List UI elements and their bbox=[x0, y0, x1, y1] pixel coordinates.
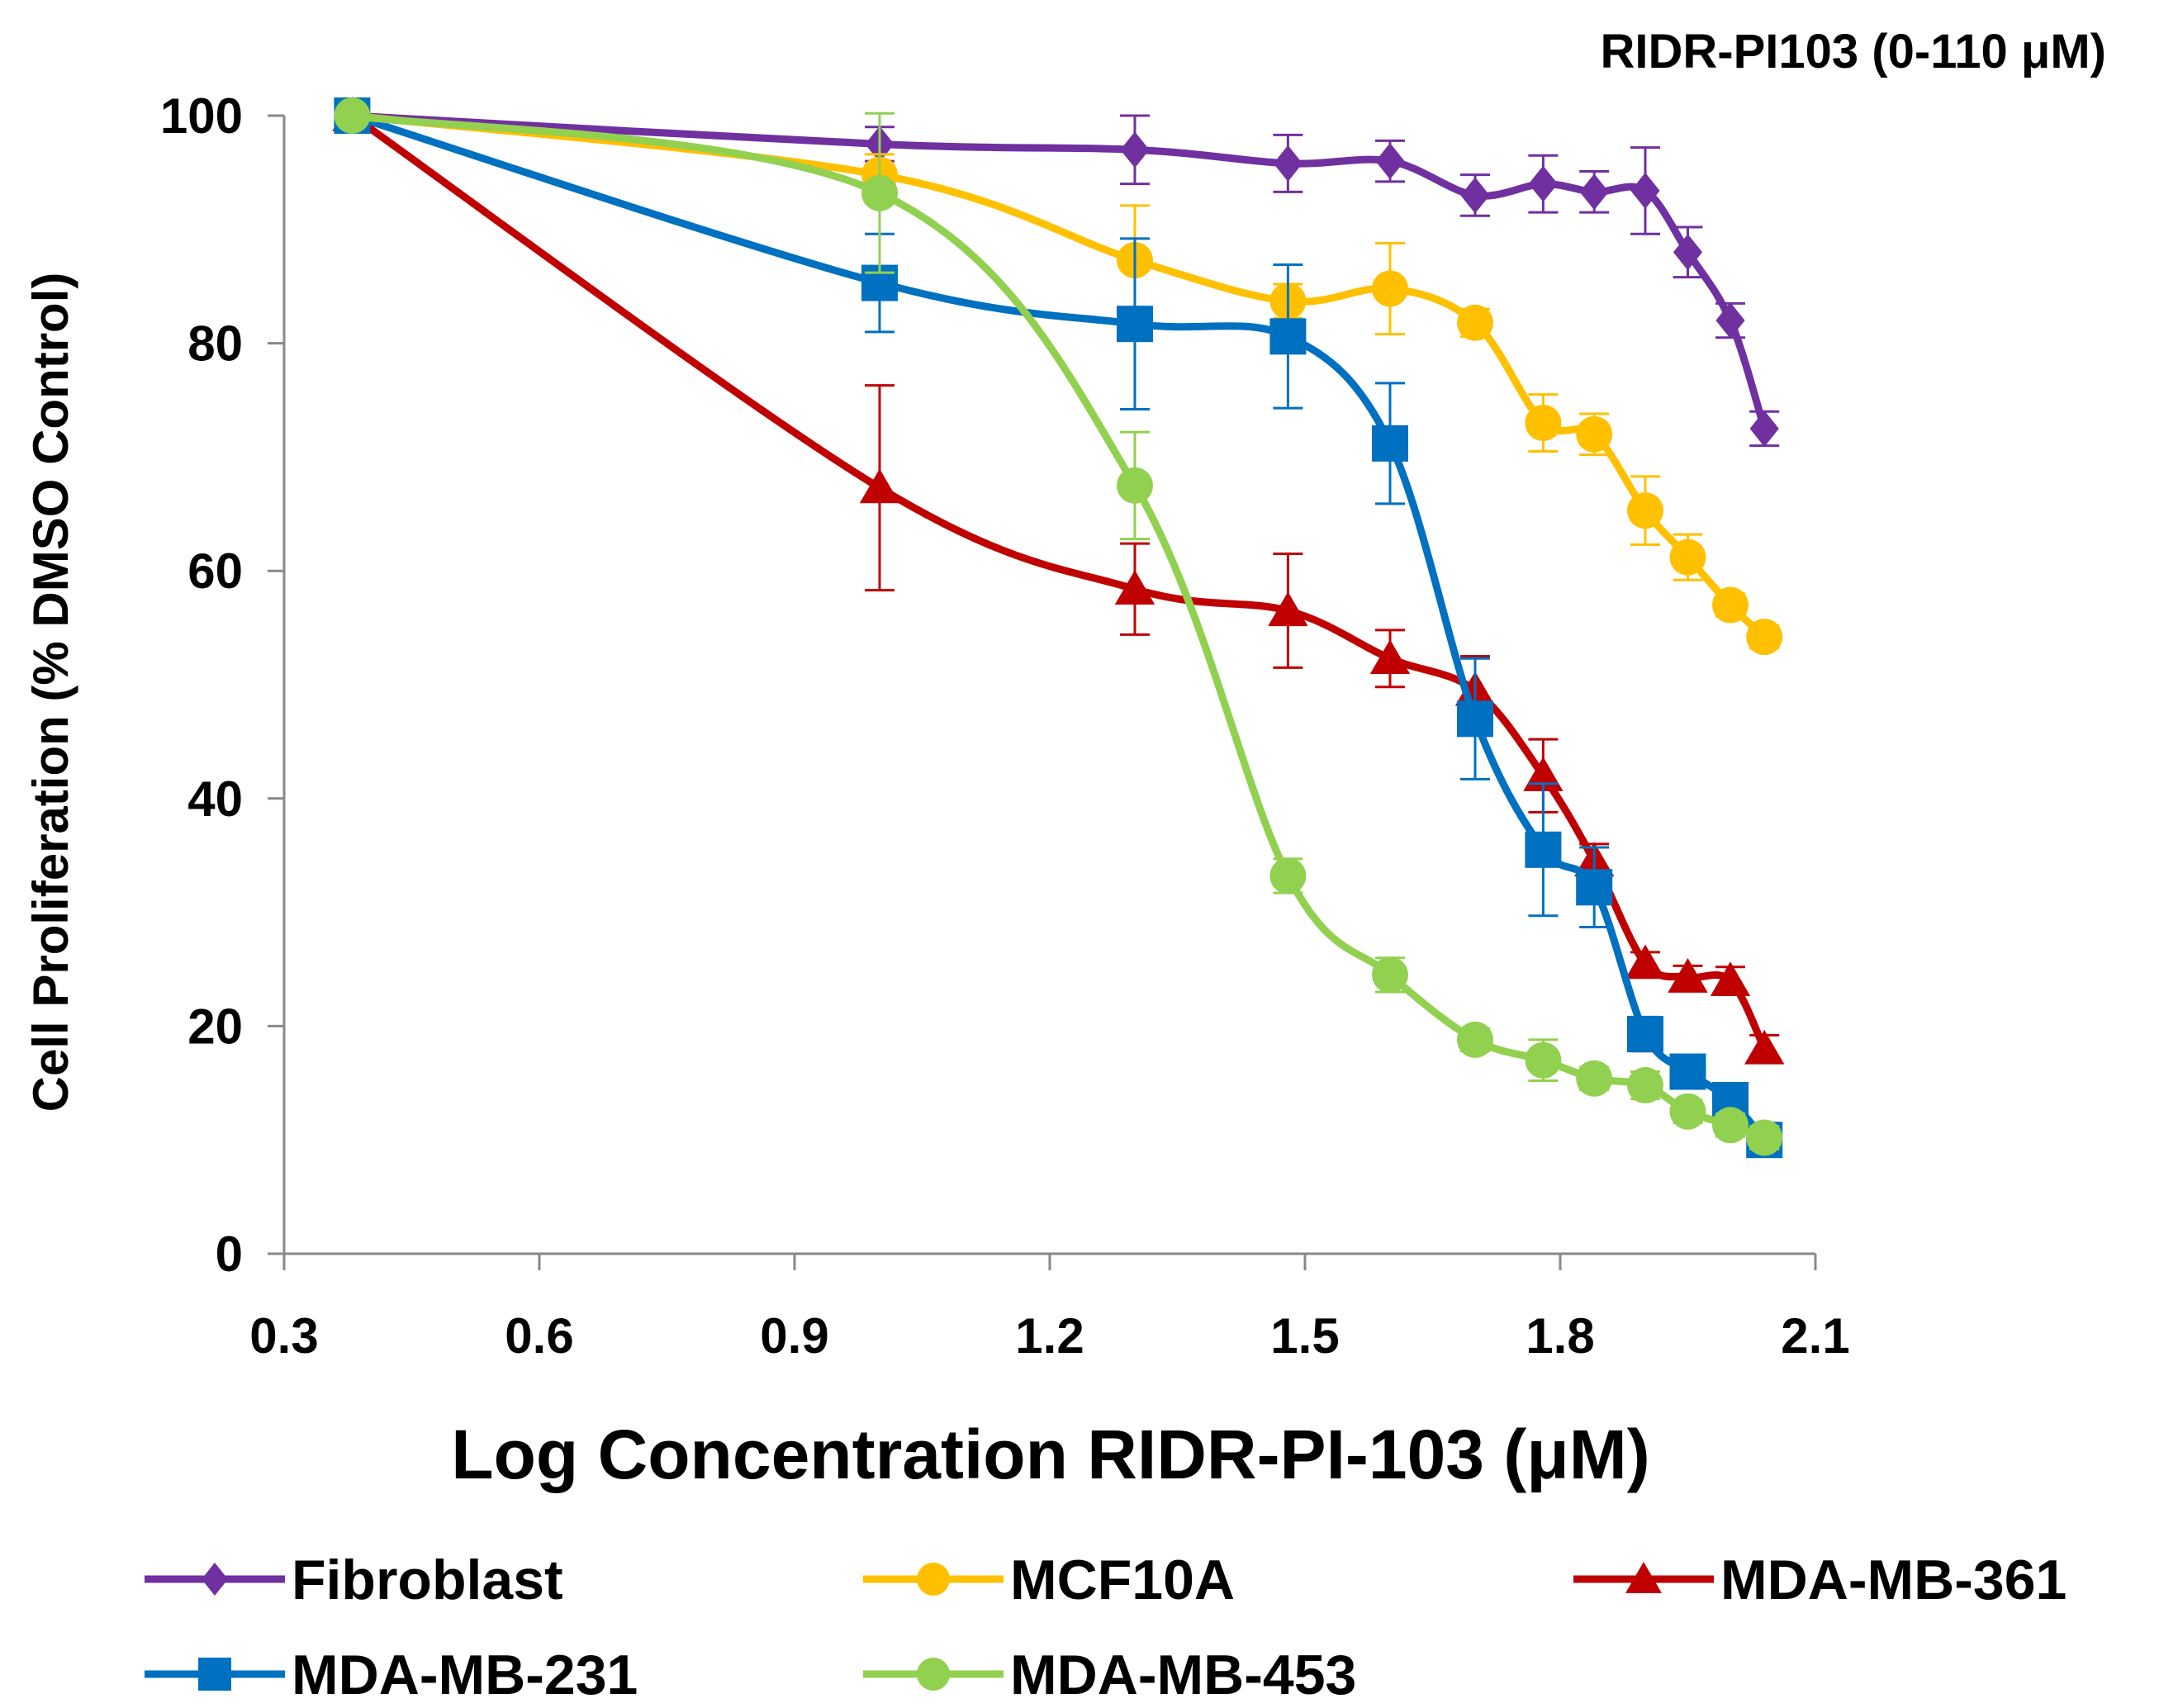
series-fibroblast bbox=[337, 97, 1780, 448]
legend-label: Fibroblast bbox=[292, 1549, 563, 1611]
data-point-mda-mb-361 bbox=[1668, 958, 1708, 993]
legend-marker bbox=[198, 1658, 231, 1691]
data-point-mda-mb-453 bbox=[1269, 857, 1307, 894]
series-mda-mb-361 bbox=[332, 96, 1785, 1065]
x-tick-label: 0.9 bbox=[760, 1308, 828, 1364]
data-point-mcf10a bbox=[1712, 586, 1749, 624]
x-tick-label: 0.6 bbox=[505, 1308, 573, 1364]
data-point-mda-mb-231 bbox=[1117, 306, 1153, 343]
legend-label: MDA-MB-453 bbox=[1010, 1644, 1356, 1706]
x-tick-label: 1.5 bbox=[1270, 1308, 1339, 1364]
data-point-mcf10a bbox=[1746, 619, 1783, 656]
y-tick-label: 40 bbox=[187, 771, 243, 827]
data-point-mda-mb-231 bbox=[1525, 831, 1562, 868]
data-point-mcf10a bbox=[1457, 304, 1493, 341]
x-tick-label: 1.8 bbox=[1526, 1308, 1594, 1364]
legend-item-fibroblast: Fibroblast bbox=[145, 1549, 563, 1611]
data-point-fibroblast bbox=[1375, 143, 1405, 180]
data-point-mda-mb-361 bbox=[1268, 591, 1308, 627]
data-point-fibroblast bbox=[1120, 131, 1150, 168]
data-point-mda-mb-453 bbox=[1525, 1041, 1562, 1079]
y-tick-label: 0 bbox=[216, 1226, 243, 1282]
data-point-mda-mb-361 bbox=[1114, 570, 1155, 605]
series-mda-mb-453 bbox=[334, 97, 1783, 1156]
data-point-fibroblast bbox=[1579, 173, 1609, 211]
data-point-mcf10a bbox=[1627, 492, 1663, 529]
data-point-fibroblast bbox=[1273, 145, 1303, 182]
y-tick-label: 60 bbox=[187, 543, 243, 599]
data-point-fibroblast bbox=[1460, 177, 1490, 214]
data-point-mcf10a bbox=[1669, 538, 1706, 576]
legend-marker bbox=[917, 1658, 950, 1691]
x-tick-label: 2.1 bbox=[1781, 1308, 1849, 1364]
legend-item-mda-mb-453: MDA-MB-453 bbox=[863, 1644, 1356, 1706]
data-point-mda-mb-231 bbox=[1372, 425, 1408, 462]
series-line-mda-mb-361 bbox=[348, 111, 1768, 1053]
legend-label: MDA-MB-231 bbox=[292, 1644, 638, 1706]
data-point-mda-mb-361 bbox=[1710, 961, 1751, 996]
x-axis-label: Log Concentration RIDR-PI-103 (μM) bbox=[451, 1416, 1649, 1493]
data-point-mda-mb-453 bbox=[1669, 1093, 1706, 1130]
legend-item-mda-mb-231: MDA-MB-231 bbox=[145, 1644, 638, 1706]
data-point-fibroblast bbox=[1630, 172, 1660, 209]
legend-item-mcf10a: MCF10A bbox=[863, 1549, 1235, 1611]
data-point-mda-mb-453 bbox=[334, 97, 371, 134]
data-point-mda-mb-453 bbox=[1457, 1021, 1493, 1058]
data-point-mda-mb-231 bbox=[1669, 1053, 1706, 1090]
legend: Fibroblast MCF10A MDA-MB-361 MDA-MB-231 MDA-… bbox=[145, 1549, 2066, 1706]
data-point-mda-mb-361 bbox=[1744, 1029, 1785, 1065]
chart-title: RIDR-PI103 (0-110 μM) bbox=[1601, 25, 2106, 78]
x-tick-label: 1.2 bbox=[1015, 1308, 1084, 1364]
legend-label: MCF10A bbox=[1010, 1549, 1235, 1611]
data-point-mda-mb-453 bbox=[1372, 956, 1408, 994]
data-point-fibroblast bbox=[1528, 165, 1558, 202]
data-point-mda-mb-361 bbox=[859, 468, 900, 504]
data-point-fibroblast bbox=[1749, 410, 1779, 447]
data-point-mda-mb-453 bbox=[1117, 467, 1153, 504]
data-point-mda-mb-453 bbox=[1627, 1067, 1663, 1104]
data-point-mda-mb-231 bbox=[1457, 700, 1493, 738]
legend-marker bbox=[917, 1563, 950, 1596]
legend-item-mda-mb-361: MDA-MB-361 bbox=[1573, 1549, 2066, 1611]
legend-marker bbox=[1625, 1562, 1662, 1593]
data-point-mda-mb-231 bbox=[1576, 869, 1613, 906]
data-point-mda-mb-231 bbox=[1269, 318, 1307, 355]
x-tick-label: 0.3 bbox=[249, 1308, 318, 1364]
data-point-mda-mb-453 bbox=[1576, 1060, 1613, 1097]
data-point-mda-mb-231 bbox=[1627, 1016, 1663, 1053]
data-point-mda-mb-453 bbox=[861, 174, 898, 211]
data-point-mda-mb-361 bbox=[1625, 944, 1666, 980]
data-point-mda-mb-453 bbox=[1712, 1107, 1749, 1144]
data-point-mda-mb-361 bbox=[1369, 639, 1411, 675]
y-tick-label: 100 bbox=[160, 88, 243, 144]
y-tick-label: 20 bbox=[187, 999, 243, 1054]
legend-label: MDA-MB-361 bbox=[1720, 1549, 2066, 1611]
data-point-mda-mb-453 bbox=[1746, 1119, 1783, 1156]
data-point-fibroblast bbox=[1673, 234, 1703, 271]
plot-area: 0 20 40 60 80 100 0.3 0.6 0.9 1.2 1.5 1.8 2.1 bbox=[160, 88, 1850, 1364]
data-point-mcf10a bbox=[1576, 415, 1613, 453]
y-tick-label: 80 bbox=[187, 316, 243, 372]
data-point-mcf10a bbox=[1525, 405, 1562, 442]
data-point-mcf10a bbox=[1372, 270, 1408, 307]
legend-marker bbox=[202, 1563, 228, 1596]
series-line-mcf10a bbox=[348, 111, 1768, 641]
data-point-fibroblast bbox=[1715, 302, 1745, 339]
y-axis-label: Cell Proliferation (% DMSO Control) bbox=[23, 273, 78, 1113]
